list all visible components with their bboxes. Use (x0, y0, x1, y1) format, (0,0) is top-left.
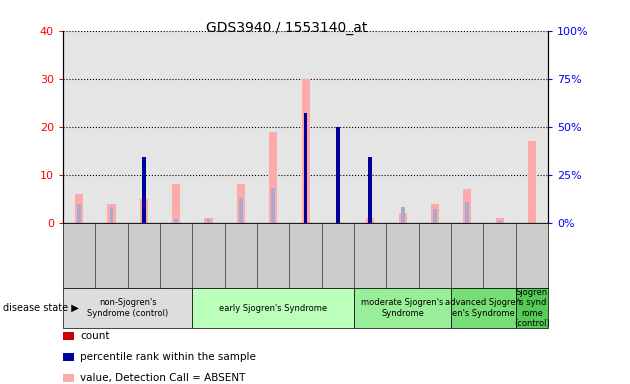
Text: advanced Sjogren
en's Syndrome: advanced Sjogren en's Syndrome (445, 298, 522, 318)
Text: value, Detection Call = ABSENT: value, Detection Call = ABSENT (81, 373, 246, 383)
Bar (142, 170, 146, 223)
Bar (192, 31, 225, 223)
Bar (95, 31, 128, 223)
Text: GDS3940 / 1553140_at: GDS3940 / 1553140_at (206, 21, 367, 35)
Text: moderate Sjogren's
Syndrome: moderate Sjogren's Syndrome (362, 298, 444, 318)
Bar (237, 184, 245, 223)
Bar (336, 127, 340, 223)
Bar (225, 31, 257, 223)
Text: non-Sjogren's
Syndrome (control): non-Sjogren's Syndrome (control) (87, 298, 168, 318)
Bar (528, 141, 536, 223)
Bar (304, 113, 307, 223)
Text: disease state ▶: disease state ▶ (3, 303, 79, 313)
Bar (205, 218, 212, 223)
Bar (369, 157, 372, 223)
Bar (239, 198, 243, 223)
Bar (142, 207, 146, 223)
Bar (451, 31, 483, 223)
Bar (77, 204, 81, 223)
Bar (207, 219, 210, 223)
Bar (322, 31, 354, 223)
Text: percentile rank within the sample: percentile rank within the sample (81, 352, 256, 362)
Bar (399, 213, 406, 223)
Bar (369, 177, 372, 223)
Bar (516, 31, 548, 223)
Bar (160, 31, 192, 223)
Bar (463, 189, 471, 223)
Bar (302, 79, 309, 223)
Bar (142, 157, 146, 223)
Text: early Sjogren's Syndrome: early Sjogren's Syndrome (219, 304, 327, 313)
Bar (496, 218, 503, 223)
Bar (175, 219, 178, 223)
Bar (257, 31, 289, 223)
Bar (172, 184, 180, 223)
Bar (336, 131, 340, 223)
Bar (366, 218, 374, 223)
Bar (128, 31, 160, 223)
Bar (401, 207, 404, 223)
Text: count: count (81, 331, 110, 341)
Bar (75, 194, 83, 223)
Bar (433, 209, 437, 223)
Bar (498, 221, 501, 223)
Bar (431, 204, 439, 223)
Bar (354, 31, 386, 223)
Text: Sjogren
's synd
rome
(control): Sjogren 's synd rome (control) (514, 288, 550, 328)
Bar (63, 31, 95, 223)
Bar (140, 199, 148, 223)
Bar (466, 202, 469, 223)
Bar (419, 31, 451, 223)
Bar (386, 31, 419, 223)
Bar (483, 31, 516, 223)
Bar (108, 204, 115, 223)
Bar (272, 188, 275, 223)
Bar (269, 131, 277, 223)
Bar (110, 207, 113, 223)
Bar (289, 31, 322, 223)
